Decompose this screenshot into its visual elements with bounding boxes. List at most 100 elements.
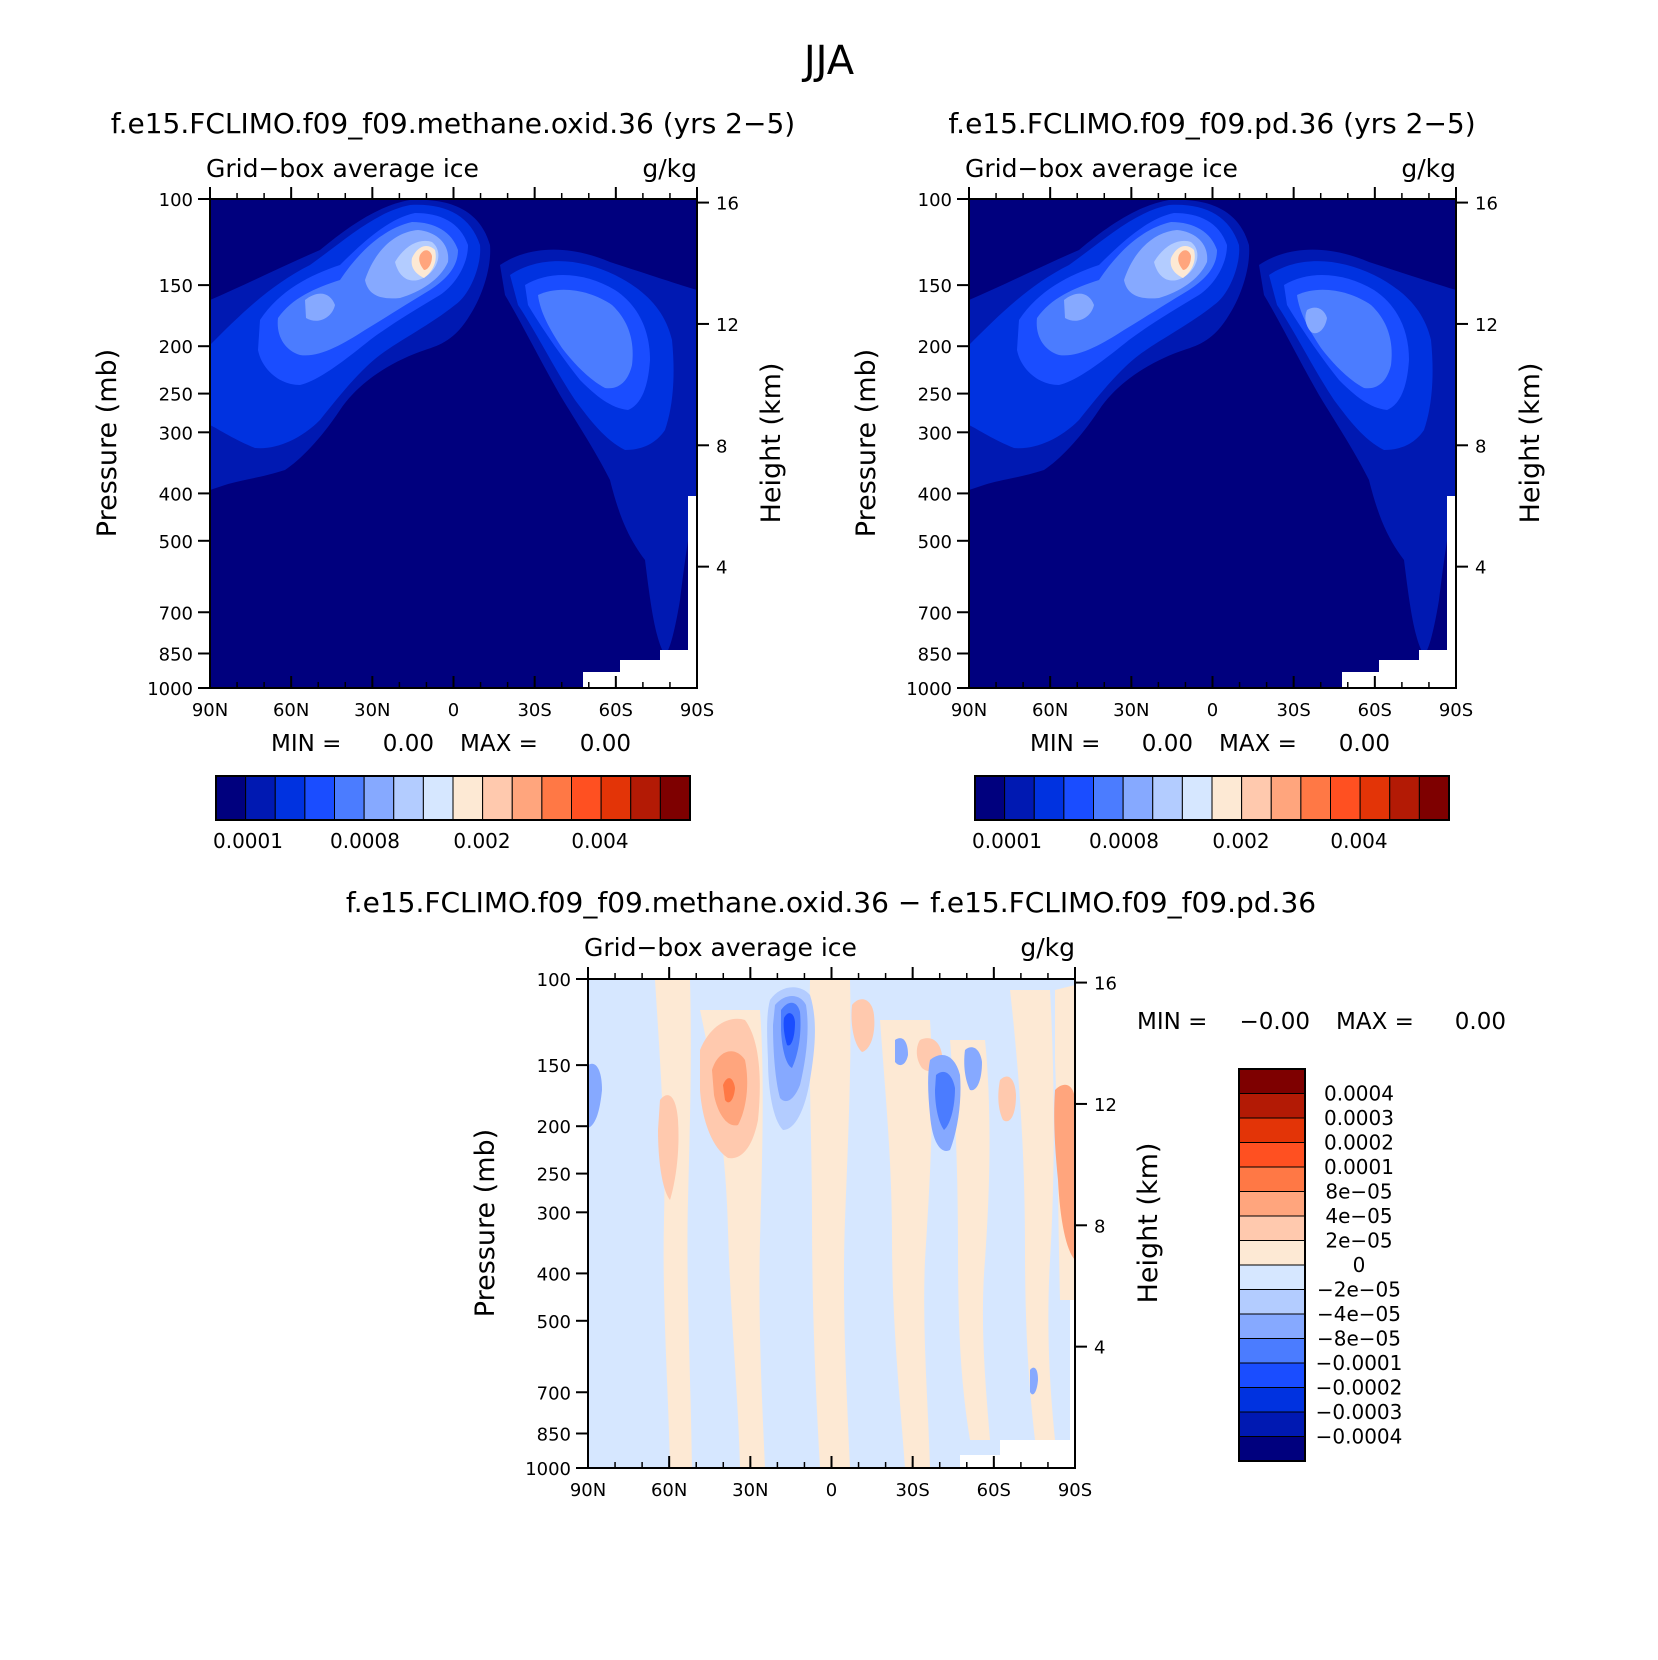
panel-a-colorbar-outline [215,775,691,821]
panel-b-xtick-label: 60N [1032,700,1068,721]
panel-c-pos-core-6 [998,1076,1016,1122]
panel-c-colorbar-outline [1238,1068,1306,1462]
panel-c-ytick-label: 100 [537,970,571,991]
panel-c-ytick-right-label: 4 [1094,1338,1105,1359]
panel-b-xtick-label: 90N [951,700,987,721]
panel-b-cb-label-3: 0.004 [1330,829,1387,853]
panel-c-cb-label: −8e−05 [1317,1327,1401,1351]
panel-c-title: f.e15.FCLIMO.f09_f09.methane.oxid.36 − f… [346,886,1316,919]
panel-c-cb-label: 2e−05 [1325,1229,1392,1253]
panel-c-cb-label: −0.0004 [1316,1425,1403,1449]
panel-a-ytick-right-label: 4 [716,558,727,579]
panel-b-colorbar-swatch [1122,775,1154,821]
panel-c-colorbar-swatch [1238,1436,1306,1462]
panel-a-ytick-label: 700 [159,603,193,624]
panel-c-colorbar-swatch [1238,1264,1306,1290]
panel-c-pos-band-5 [950,1040,990,1440]
panel-b-colorbar-swatch [1093,775,1124,821]
panel-b-ytick-label: 100 [918,190,952,211]
panel-a-ytick-right-label: 12 [716,315,739,336]
panel-a-ylabel-right: Height (km) [756,363,787,524]
panel-c-subtitle-left: Grid−box average ice [584,933,857,962]
panel-a-field [210,199,697,688]
panel-a-colorbar-swatch [304,775,335,821]
panel-b-max-value: 0.00 [1339,731,1390,757]
panel-b-colorbar-swatch [1300,775,1331,821]
panel-c-xtick-label: 0 [826,1480,837,1501]
panel-b-surface-mask-2 [1447,496,1456,650]
panel-c-colorbar-swatch [1238,1117,1306,1143]
panel-a-xtick-label: 0 [448,700,459,721]
panel-a-ytick-label: 850 [159,644,193,665]
panel-a-xtick-label: 30S [517,700,551,721]
panel-c-ytick-label: 500 [537,1312,571,1333]
panel-c-xtick-label: 60S [977,1480,1011,1501]
panel-a-contour-r4 [538,289,633,389]
panel-b-xtick-label: 0 [1207,700,1218,721]
panel-a-ytick-label: 200 [159,337,193,358]
panel-a-xtick-label: 60S [599,700,633,721]
panel-a-colorbar-swatch [452,775,484,821]
panel-a-surface-mask-2 [688,496,697,650]
panel-c-ytick-right-label: 12 [1094,1095,1117,1116]
panel-b-ytick-label: 250 [918,385,952,406]
panel-b-colorbar-swatch [1063,775,1094,821]
panel-c-colorbar-swatch [1238,1093,1306,1119]
panel-b-title: f.e15.FCLIMO.f09_f09.pd.36 (yrs 2−5) [948,107,1475,140]
panel-a-colorbar-swatch [541,775,572,821]
panel-a-cb-label-3: 0.004 [571,829,628,853]
panel-b-ytick-label: 300 [918,423,952,444]
panel-b-ytick-right-label: 16 [1475,194,1498,215]
panel-a-min-value: 0.00 [383,731,434,757]
panel-b-contour-l8 [1178,250,1191,270]
panel-b-colorbar-swatch [1004,775,1035,821]
panel-b-colorbar-swatch [1330,775,1361,821]
panel-a-colorbar-swatch [393,775,424,821]
panel-b-min-value: 0.00 [1142,731,1193,757]
panel-b-colorbar-swatch [1211,775,1243,821]
panel-c-colorbar-swatch [1238,1215,1306,1241]
panel-a-title: f.e15.FCLIMO.f09_f09.methane.oxid.36 (yr… [111,107,795,140]
panel-a-surface-mask [583,650,697,688]
panel-b-colorbar-swatch [1181,775,1213,821]
panel-b-cb-label-2: 0.002 [1212,829,1269,853]
panel-c-field [588,979,1075,1468]
panel-c-colorbar-swatch [1238,1289,1306,1315]
panel-b-xtick-label: 30S [1276,700,1310,721]
panel-a-colorbar-swatch [600,775,632,821]
panel-a-xtick-label: 90S [680,700,714,721]
panel-a-max-label: MAX = [460,731,538,757]
panel-a-ytick-label: 500 [159,532,193,553]
panel-a-colorbar-swatch [571,775,602,821]
panel-a-axes: 90N 60N 30N 0 30S 60S 90S 100 150 200 250 300 400 500… [147,187,739,721]
panel-b: f.e15.FCLIMO.f09_f09.pd.36 (yrs 2−5) Gri… [851,107,1546,853]
panel-c-pos-core-1c [723,1078,735,1103]
panel-a-ytick-right-label: 8 [716,436,727,457]
panel-c-colorbar-swatch [1238,1411,1306,1437]
panel-a-colorbar-swatch [215,775,247,821]
panel-c-colorbar-swatch [1238,1166,1306,1192]
panel-c-cb-label: −4e−05 [1317,1302,1401,1326]
panel-a-colorbar-swatch [422,775,454,821]
panel-c-ytick-label: 850 [537,1424,571,1445]
panel-a-cb-label-2: 0.002 [453,829,510,853]
panel-c-neg-core-2b [935,1071,955,1130]
panel-a-contour-l5a [305,293,335,321]
panel-a-colorbar-swatch [511,775,543,821]
panel-b-axes: 90N 60N 30N 0 30S 60S 90S 100 150 200 250 300 400 500… [906,187,1498,721]
panel-a-ylabel: Pressure (mb) [92,349,123,537]
panel-b-min-label: MIN = [1030,731,1100,757]
panel-a-cb-label-1: 0.0008 [330,829,400,853]
panel-b-contour-r5 [1305,307,1327,334]
panel-c-xtick-label: 90N [570,1480,606,1501]
panel-b-colorbar-swatch [974,775,1006,821]
panel-b-ytick-label: 500 [918,532,952,553]
panel-b-ytick-label: 400 [918,484,952,505]
panel-c-surface-mask [960,1300,1075,1468]
panel-c-pos-core-2 [658,1095,679,1200]
panel-a-ytick-label: 100 [159,190,193,211]
panel-a-colorbar-swatch [363,775,395,821]
panel-a-colorbar-swatch [630,775,661,821]
panel-c-max-label: MAX = [1336,1009,1414,1035]
panel-b-colorbar-swatch [1033,775,1065,821]
